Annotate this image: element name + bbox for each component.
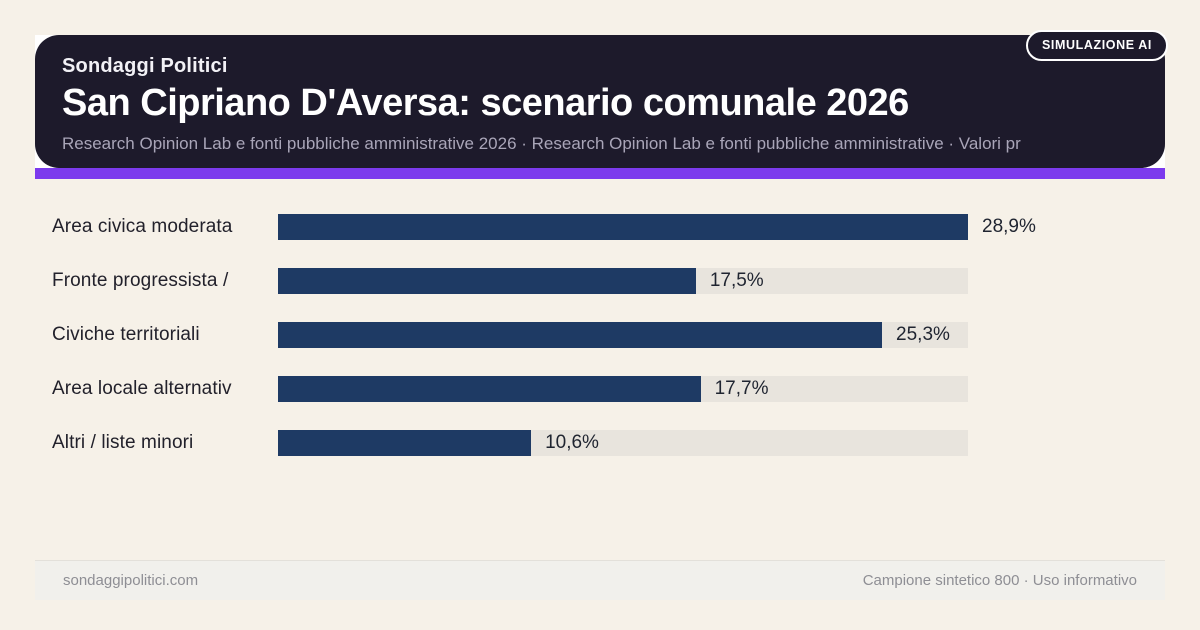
bar-track: 17,5% (278, 268, 968, 294)
footer-note: Campione sintetico 800 · Uso informativo (862, 572, 1137, 589)
bar-track: 25,3% (278, 322, 968, 348)
category-label: Area locale alternativ (52, 378, 232, 399)
bar (278, 376, 701, 402)
value-label: 28,9% (982, 216, 1036, 237)
category-label: Altri / liste minori (52, 432, 194, 453)
header-card-inner: Sondaggi Politici San Cipriano D'Aversa:… (35, 35, 1165, 168)
footer-site: sondaggipolitici.com (63, 572, 199, 589)
page-subtitle: Research Opinion Lab e fonti pubbliche a… (62, 134, 1021, 153)
bar-track: 28,9% (278, 214, 1036, 240)
site-kicker: Sondaggi Politici (62, 55, 228, 77)
category-label: Area civica moderata (52, 216, 233, 237)
bar (278, 214, 968, 240)
bar (278, 268, 696, 294)
value-label: 17,7% (714, 378, 769, 399)
simulation-badge: SIMULAZIONE AI (1025, 30, 1168, 61)
footer: sondaggipolitici.com Campione sintetico … (35, 560, 1165, 600)
category-label: Fronte progressista / (52, 270, 229, 291)
bar (278, 430, 532, 456)
bar (278, 322, 883, 348)
chart: Area civica moderata 28,9% Fronte progre… (0, 214, 1200, 484)
chart-row: Altri / liste minori 10,6% (0, 430, 1200, 456)
accent-bar (35, 168, 1165, 179)
value-label: 17,5% (709, 270, 764, 291)
chart-row: Civiche territoriali 25,3% (0, 322, 1200, 348)
chart-row: Area locale alternativ 17,7% (0, 376, 1200, 402)
category-label: Civiche territoriali (52, 324, 200, 345)
bar-track: 10,6% (278, 430, 968, 456)
value-label: 25,3% (896, 324, 950, 345)
chart-row: Area civica moderata 28,9% (0, 214, 1200, 240)
bar-track: 17,7% (278, 376, 968, 402)
page-title: San Cipriano D'Aversa: scenario comunale… (62, 82, 909, 124)
value-label: 10,6% (545, 432, 599, 453)
header-card: Sondaggi Politici San Cipriano D'Aversa:… (35, 35, 1165, 179)
chart-row: Fronte progressista / 17,5% (0, 268, 1200, 294)
